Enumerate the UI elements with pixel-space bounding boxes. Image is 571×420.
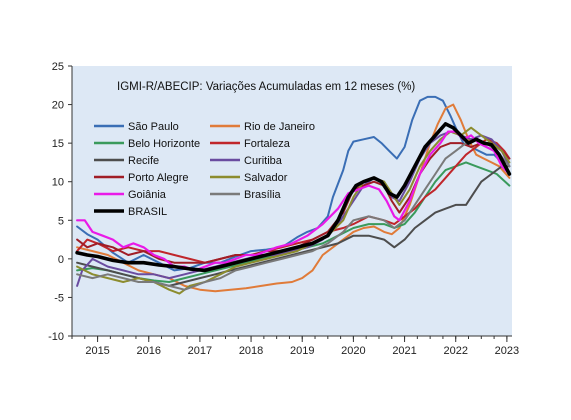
- legend-item-8: Salvador: [210, 172, 288, 184]
- series-line-10: [76, 138, 511, 291]
- legend-item-2: Rio de Janeiro: [210, 121, 315, 133]
- series-line-9: [76, 130, 511, 272]
- legend-item-7: Porto Alegre: [94, 172, 189, 184]
- legend-item-5: Recife: [94, 155, 159, 167]
- chart-title: IGMI-R/ABECIP: Variações Acumuladas em 1…: [117, 81, 415, 93]
- y-tick-label: 20: [52, 100, 64, 112]
- legend-item-3: Belo Horizonte: [94, 138, 200, 150]
- legend-item-1: São Paulo: [94, 121, 179, 133]
- x-tick-label: 2023: [495, 345, 519, 357]
- x-tick-label: 2021: [392, 345, 416, 357]
- legend-item-9: Goiânia: [94, 189, 167, 201]
- x-tick-label: 2015: [85, 345, 109, 357]
- axes: [68, 65, 512, 342]
- plot-area: [72, 66, 512, 336]
- legend-label: Goiânia: [128, 189, 167, 201]
- legend-label: Curitiba: [244, 155, 283, 167]
- y-tick-label: 10: [52, 177, 64, 189]
- y-tick-label: 0: [58, 254, 64, 266]
- y-tick-label: 25: [52, 61, 64, 73]
- y-tick-label: -5: [54, 292, 64, 304]
- legend-label: Porto Alegre: [128, 172, 189, 184]
- y-tick-label: 15: [52, 138, 64, 150]
- series-lines: [75, 95, 512, 295]
- x-tick-label: 2018: [239, 345, 263, 357]
- legend-label: São Paulo: [128, 121, 179, 133]
- legend-item-10: Brasília: [210, 189, 282, 201]
- legend-label: Belo Horizonte: [128, 138, 200, 150]
- legend-label: Salvador: [244, 172, 288, 184]
- y-tick-label: -10: [48, 331, 64, 343]
- legend-item-11: BRASIL: [94, 206, 167, 218]
- x-tick-label: 2017: [188, 345, 212, 357]
- legend-label: Recife: [128, 155, 159, 167]
- legend-item-4: Fortaleza: [210, 138, 291, 150]
- legend-label: Rio de Janeiro: [244, 121, 315, 133]
- x-tick-label: 2019: [290, 345, 314, 357]
- legend-label: Brasília: [244, 189, 282, 201]
- y-tick-label: 5: [58, 215, 64, 227]
- legend-label: BRASIL: [128, 206, 167, 218]
- x-tick-label: 2016: [137, 345, 161, 357]
- x-tick-label: 2020: [341, 345, 365, 357]
- legend-label: Fortaleza: [244, 138, 291, 150]
- series-line-11: [75, 122, 512, 273]
- x-tick-label: 2022: [443, 345, 467, 357]
- tick-labels: -10 -5 0 5 10 15 20 25 2015 2016 2017 2018 2019 2020 2…: [48, 61, 519, 357]
- series-line-3: [76, 161, 511, 283]
- legend-item-6: Curitiba: [210, 155, 283, 167]
- legend: São Paulo Rio de Janeiro Belo Horizonte For…: [94, 121, 315, 218]
